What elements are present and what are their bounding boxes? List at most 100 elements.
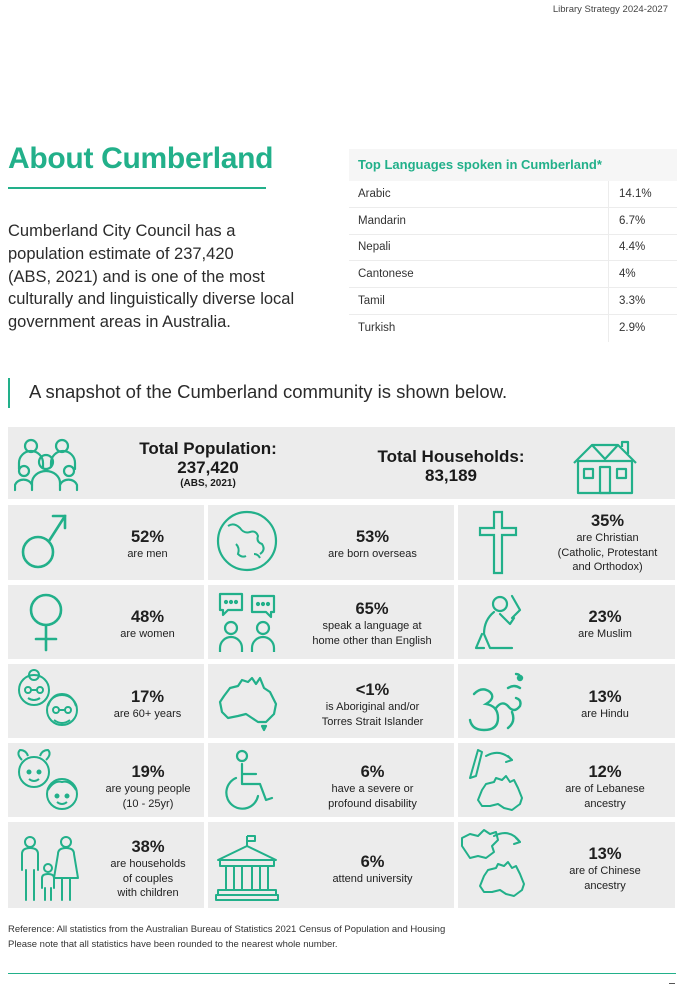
stat-desc: and Orthodox) [572,561,643,573]
stat-desc: home other than English [312,634,432,647]
total-households: Total Households: 83,189 [361,447,541,485]
stat-percent: <1% [355,681,390,699]
stat-desc: speak a language at [322,620,422,632]
about-line: government areas in Australia. [8,313,231,332]
language-name: Nepali [349,234,609,261]
total-population-source: (ABS, 2021) [180,478,236,489]
stat-hindu: 13% are Hindu [550,688,660,722]
language-value: 14.1% [619,187,652,200]
table-row: Turkish 2.9% [349,314,677,342]
language-value: 6.7% [619,214,646,227]
stat-desc: is Aboriginal and/or [325,701,420,713]
female-symbol-icon [24,590,68,654]
stat-desc: are women [120,628,175,640]
stat-desc: are households [110,858,186,870]
reference-line: Please note that all statistics have bee… [8,938,338,950]
stat-young: 19% are young people (10 - 25yr) [94,763,202,811]
stat-desc: ancestry [584,797,626,810]
stat-desc: (Catholic, Protestant [557,546,658,559]
stat-desc: of couples [122,872,174,885]
disability-cell [208,743,454,817]
stat-percent: 6% [360,763,385,781]
stat-women: 48% are women [100,608,195,642]
stat-christian: 35% are Christian (Catholic, Protestant … [545,512,670,575]
aboriginal-cell [208,664,454,738]
reference-line: Reference: All statistics from the Austr… [8,924,446,935]
language-name: Cantonese [349,261,609,288]
language-name: Mandarin [349,207,609,234]
stat-percent: 53% [355,528,390,546]
about-line: (ABS, 2021) and is one of the most [8,267,265,286]
footer-mark [669,983,675,984]
document-title: Library Strategy 2024-2027 [552,4,668,15]
house-icon [570,439,640,495]
stat-desc: ancestry [584,879,626,892]
stat-desc: are of Lebanese [565,783,645,795]
table-row: Tamil 3.3% [349,288,677,315]
language-value: 2.9% [619,322,646,335]
stat-aboriginal: <1% is Aboriginal and/or Torres Strait I… [300,681,445,729]
stat-desc: profound disability [328,797,417,810]
cross-icon [476,510,520,576]
language-value: 3.3% [619,295,646,308]
stat-men: 52% are men [100,528,195,562]
language-cell [208,585,454,659]
stat-percent: 13% [588,845,622,863]
globe-icon [214,508,280,574]
total-households-value: 83,189 [425,466,477,485]
stat-percent: 6% [360,853,385,871]
stat-desc: (10 - 25yr) [122,797,174,810]
about-paragraph: Cumberland City Council has a population… [8,220,328,334]
stat-lebanese: 12% are of Lebanese ancestry [550,763,660,811]
reference-note: Reference: All statistics from the Austr… [8,923,445,952]
stat-desc: Torres Strait Islander [321,715,424,728]
total-population-value: 237,420 [177,458,239,477]
china-to-australia-icon [460,828,534,900]
about-line: culturally and linguistically diverse lo… [8,290,295,309]
stat-percent: 48% [130,608,165,626]
speech-bubbles-people-icon [216,590,280,656]
language-name: Tamil [349,288,609,314]
table-row: Nepali 4.4% [349,234,677,262]
people-group-icon [14,435,86,493]
stat-overseas: 53% are born overseas [300,528,445,562]
australia-map-icon [216,674,282,732]
overseas-cell [208,505,454,580]
stat-percent: 65% [355,600,389,618]
table-row: Cantonese 4% [349,261,677,289]
language-name: Turkish [349,314,609,342]
languages-table-title: Top Languages spoken in Cumberland* [349,149,677,181]
heading-underline [8,187,266,189]
stat-desc: are born overseas [328,548,417,560]
stat-desc: with children [117,887,179,899]
stat-couples: 38% are households of couples with child… [96,838,200,901]
family-icon [18,834,82,904]
couples-cell [8,822,204,908]
footer-rule [8,973,676,974]
stat-desc: are Hindu [581,708,629,720]
wheelchair-icon [224,748,276,814]
stat-desc: are men [127,548,168,560]
stat-desc: are of Chinese [569,865,641,877]
stat-sixty: 17% are 60+ years [100,688,195,722]
male-symbol-icon [18,510,70,574]
language-value: 4.4% [619,241,646,254]
snapshot-accent-bar [8,378,10,408]
stat-percent: 52% [130,528,165,546]
totals-cell [8,427,675,499]
children-faces-icon [12,748,84,816]
stat-desc: are 60+ years [113,708,182,720]
total-population: Total Population: 237,420 (ABS, 2021) [118,439,298,490]
om-symbol-icon [466,668,532,736]
stat-chinese: 13% are of Chinese ancestry [550,845,660,893]
university-building-icon [214,834,280,902]
lebanon-to-australia-icon [464,746,530,814]
language-name: Arabic [349,181,609,207]
snapshot-intro: A snapshot of the Cumberland community i… [29,381,508,402]
stat-muslim: 23% are Muslim [550,608,660,642]
language-value: 4% [619,268,636,281]
stat-percent: 23% [588,608,622,626]
stat-percent: 35% [590,512,625,530]
stat-percent: 12% [588,763,622,781]
stat-percent: 17% [130,688,165,706]
